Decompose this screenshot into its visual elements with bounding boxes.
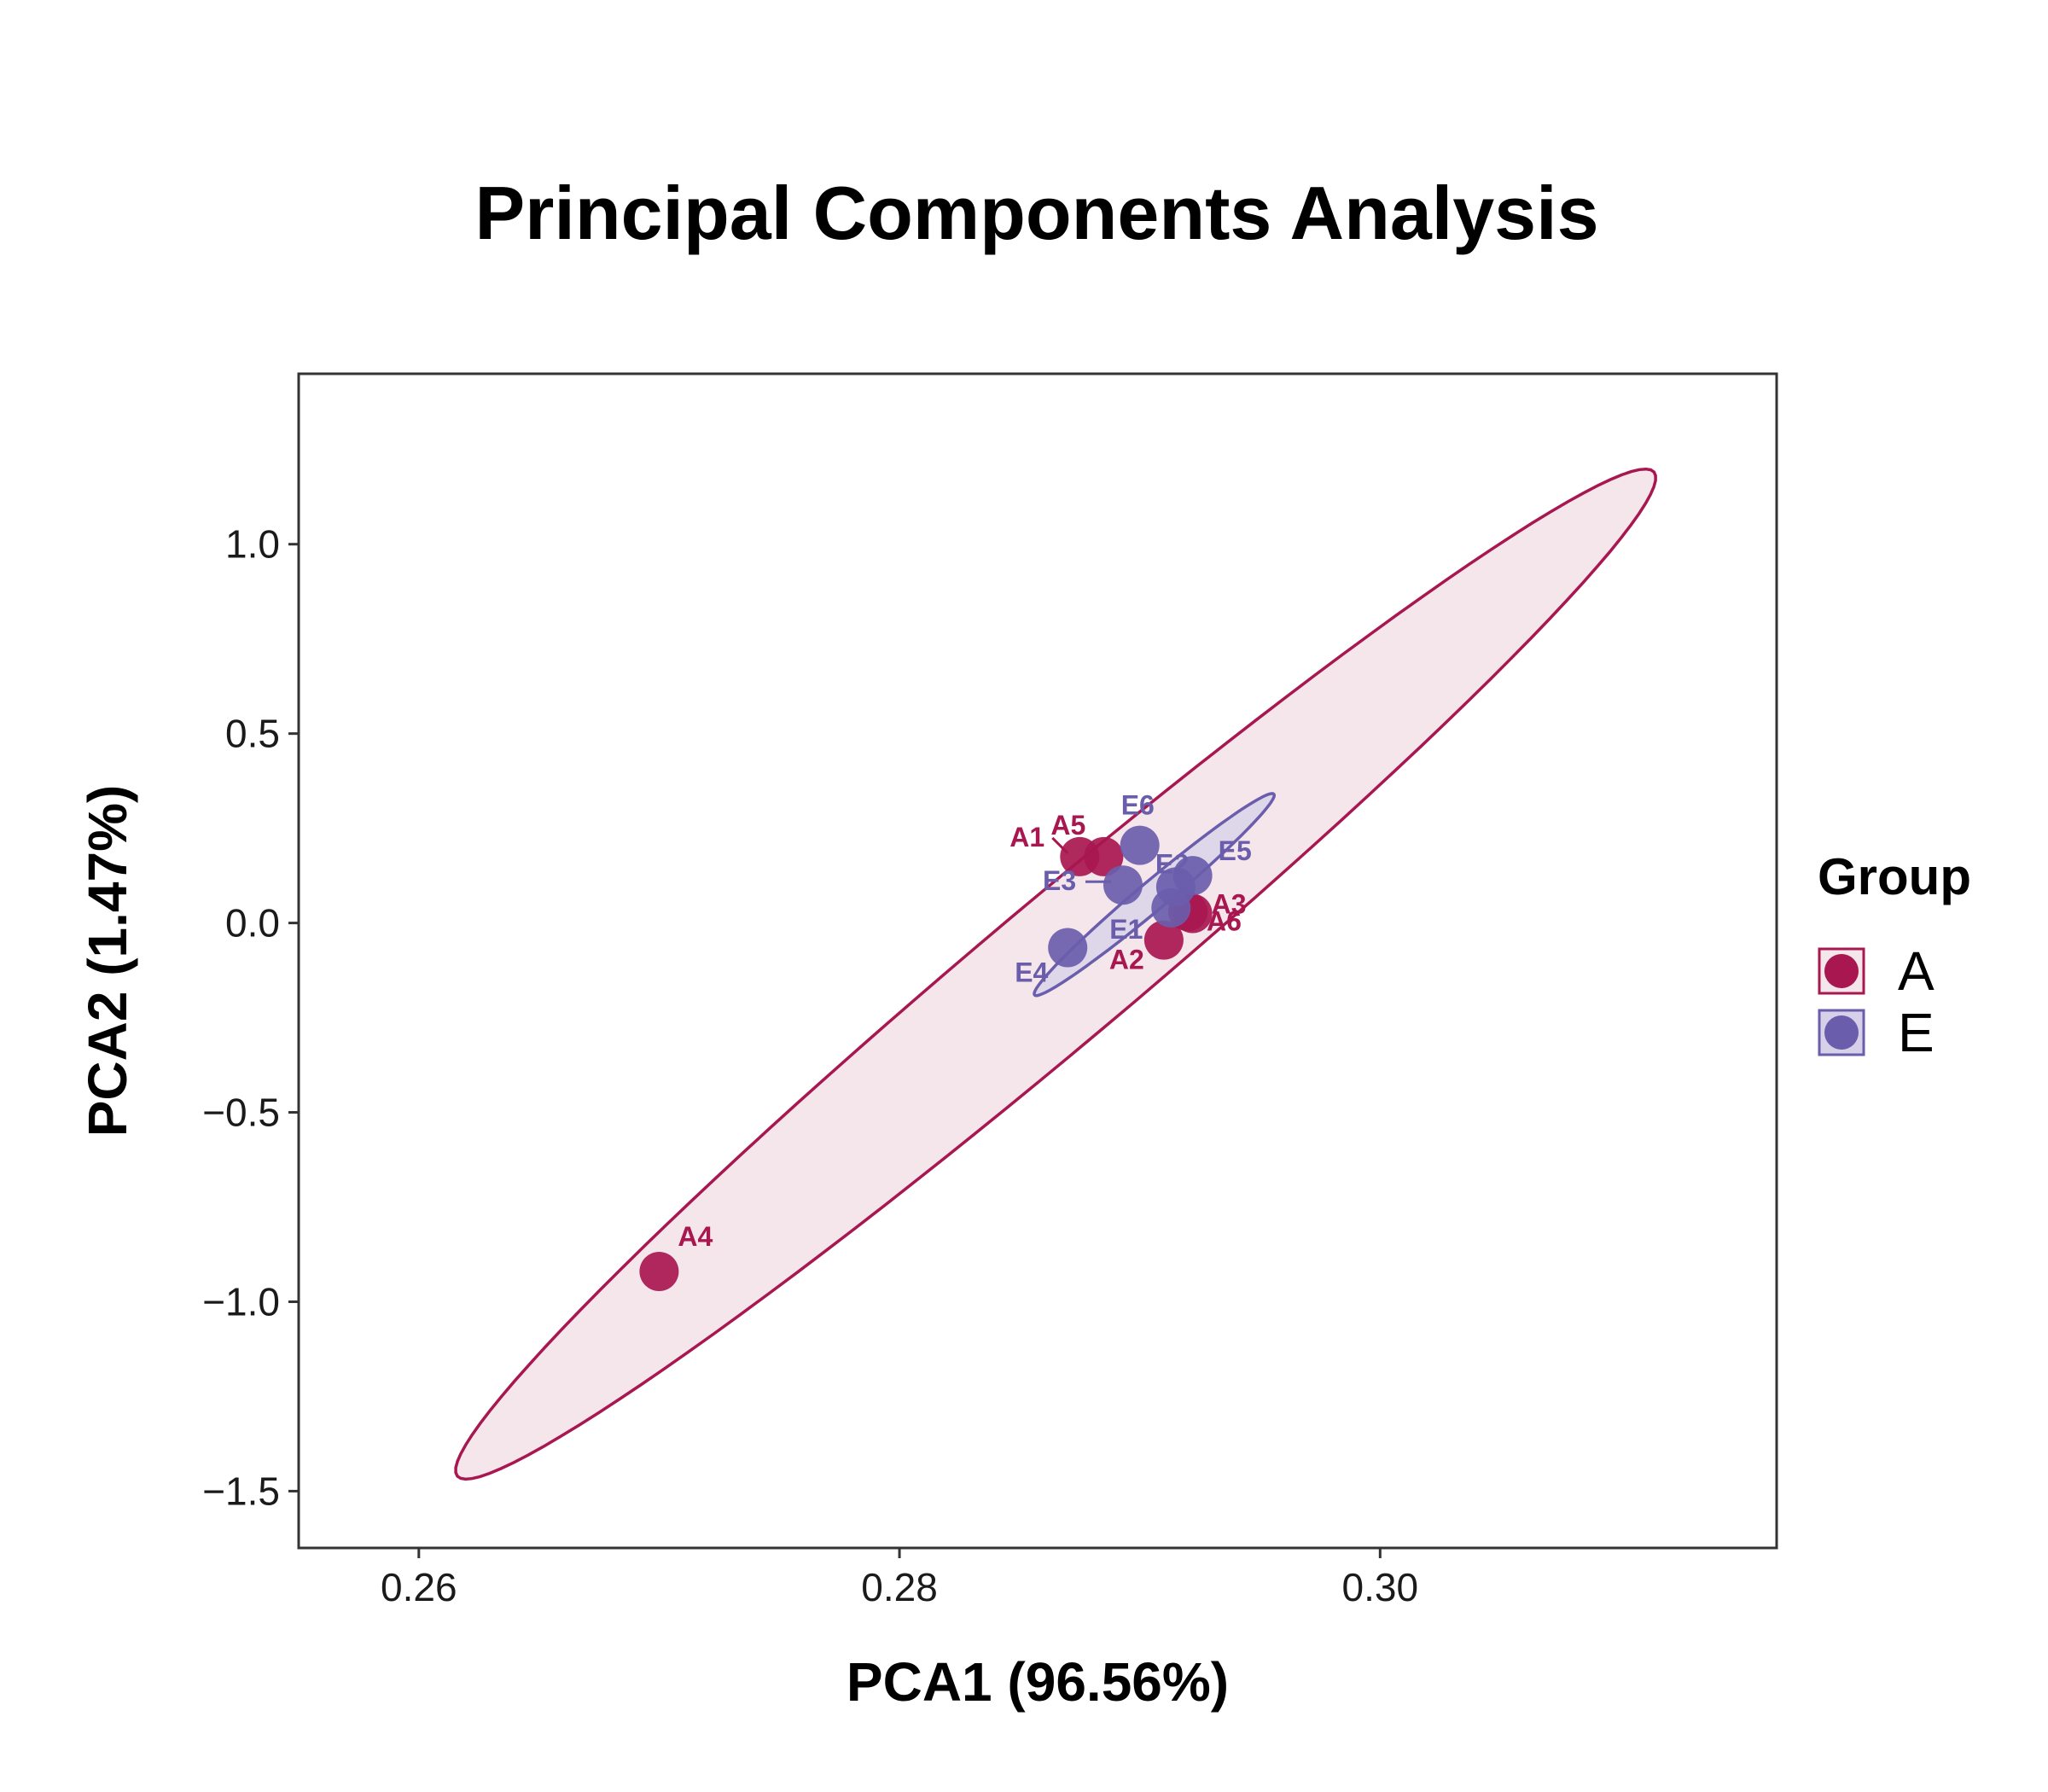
point-label-a1: A1	[1009, 822, 1044, 852]
x-axis-ticks: 0.26 0.28 0.30	[381, 1548, 1418, 1609]
point-label-a4: A4	[678, 1221, 713, 1252]
legend-swatch-a	[1824, 954, 1859, 988]
legend-label-a: A	[1898, 940, 1935, 1002]
data-point-e4	[1048, 928, 1088, 968]
y-tick-label: −0.5	[202, 1091, 280, 1135]
data-point-e5	[1172, 856, 1213, 896]
point-label-e5: E5	[1219, 835, 1252, 866]
point-label-e3: E3	[1043, 865, 1076, 896]
chart-title: Principal Components Analysis	[474, 171, 1598, 255]
data-point-e3	[1103, 865, 1143, 905]
data-point-e6	[1120, 825, 1160, 865]
legend-item-a: A	[1818, 940, 1935, 1002]
point-label-e1: E1	[1109, 914, 1143, 945]
confidence-ellipse-e	[1033, 792, 1276, 998]
legend-swatch-e	[1824, 1015, 1859, 1050]
point-label-e6: E6	[1121, 790, 1155, 821]
point-label-a3: A3	[1212, 889, 1247, 920]
plot-area: A1 A2 A3 A4 A5 A6 E1 E2 E3 E4 E5 E6	[454, 467, 1657, 1481]
data-point-a2	[1143, 920, 1184, 960]
point-label-a6: A6	[1207, 905, 1242, 936]
label-leader-a1	[1051, 836, 1069, 854]
x-axis-title: PCA1 (96.56%)	[847, 1651, 1229, 1713]
data-point-a4	[639, 1252, 679, 1291]
point-label-a5: A5	[1050, 810, 1085, 841]
legend-title: Group	[1818, 848, 1971, 905]
point-label-a2: A2	[1109, 945, 1144, 975]
y-tick-label: 0.5	[225, 712, 280, 756]
x-tick-label: 0.26	[381, 1565, 457, 1609]
y-axis-ticks: 1.0 0.5 0.0 −0.5 −1.0 −1.5	[202, 522, 299, 1513]
x-tick-label: 0.28	[861, 1565, 938, 1609]
y-tick-label: 0.0	[225, 901, 280, 945]
legend: Group A E	[1818, 848, 1971, 1063]
point-label-e2: E2	[1155, 848, 1189, 879]
y-tick-label: −1.0	[202, 1279, 280, 1324]
legend-item-e: E	[1818, 1002, 1935, 1063]
y-axis-title: PCA2 (1.47%)	[77, 785, 138, 1137]
y-tick-label: −1.5	[202, 1469, 280, 1513]
plot-panel-border	[297, 372, 1778, 1550]
x-tick-label: 0.30	[1342, 1565, 1419, 1609]
y-tick-label: 1.0	[225, 522, 280, 567]
data-point-a5	[1084, 836, 1124, 876]
point-label-e4: E4	[1015, 957, 1048, 988]
legend-label-e: E	[1898, 1002, 1935, 1063]
